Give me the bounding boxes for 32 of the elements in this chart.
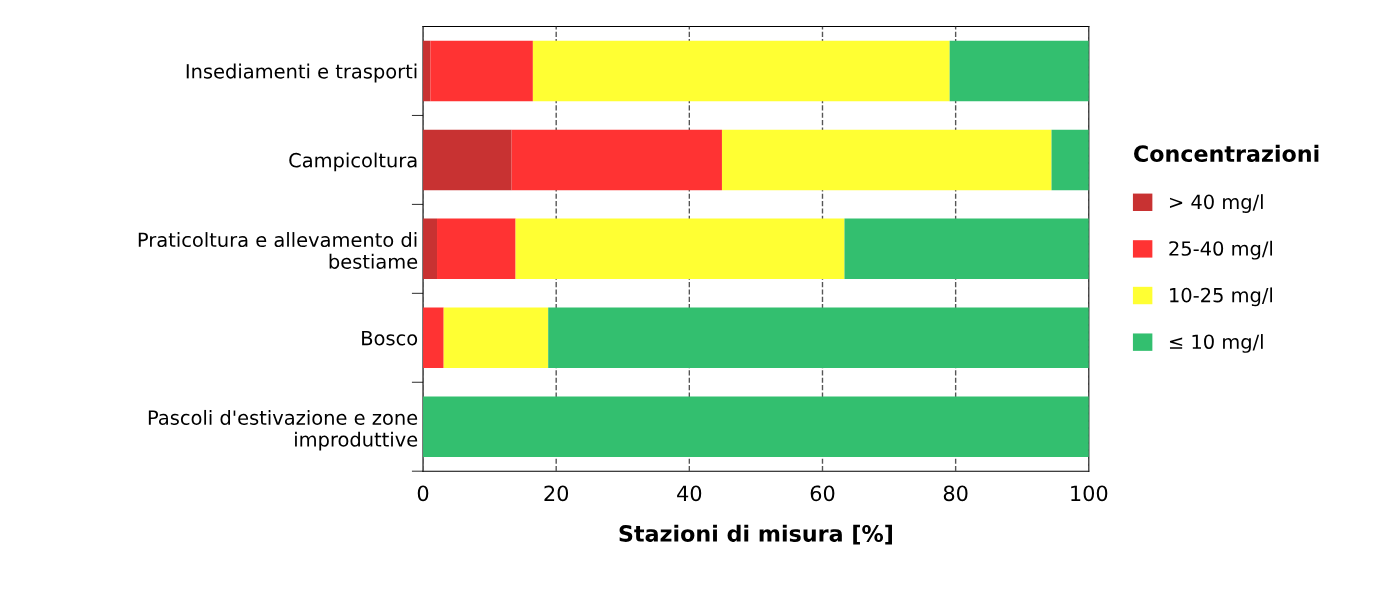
y-tick-label: Pascoli d'estivazione e zone improduttive	[148, 409, 418, 451]
bar	[1051, 129, 1089, 191]
bar	[548, 307, 1089, 369]
x-tick-label: 100	[1071, 485, 1108, 502]
bar	[430, 40, 533, 102]
bar	[721, 129, 1052, 191]
bar	[511, 129, 722, 191]
bar	[844, 218, 1089, 280]
y-tick-label: Campicoltura	[289, 152, 417, 172]
bar	[515, 218, 845, 280]
legend-label: ≤ 10 mg/l	[1169, 334, 1263, 353]
bar	[949, 40, 1089, 102]
legend-label: > 40 mg/l	[1169, 194, 1263, 213]
x-tick-label: 20	[544, 485, 569, 502]
x-axis-title: Stazioni di misura [%]	[619, 524, 892, 545]
y-tick-label: Praticoltura e allevamento di bestiame	[138, 232, 418, 269]
y-tick-label: Insediamenti e trasporti	[186, 63, 417, 83]
x-tick-label: 40	[677, 485, 702, 502]
y-tick-label: Bosco	[362, 331, 418, 346]
bar	[423, 307, 444, 369]
x-tick-label: 60	[810, 485, 835, 502]
bar	[423, 396, 1089, 457]
legend-label: 25-40 mg/l	[1169, 240, 1273, 260]
x-tick-label: 80	[943, 485, 968, 502]
bar	[423, 129, 512, 191]
bar	[443, 307, 549, 369]
bar	[423, 218, 438, 280]
legend-label: 10-25 mg/l	[1170, 287, 1273, 307]
bar	[437, 218, 516, 280]
legend-title: Concentrazioni	[1134, 144, 1319, 163]
bar	[532, 40, 950, 102]
x-tick-label: 0	[417, 485, 429, 502]
